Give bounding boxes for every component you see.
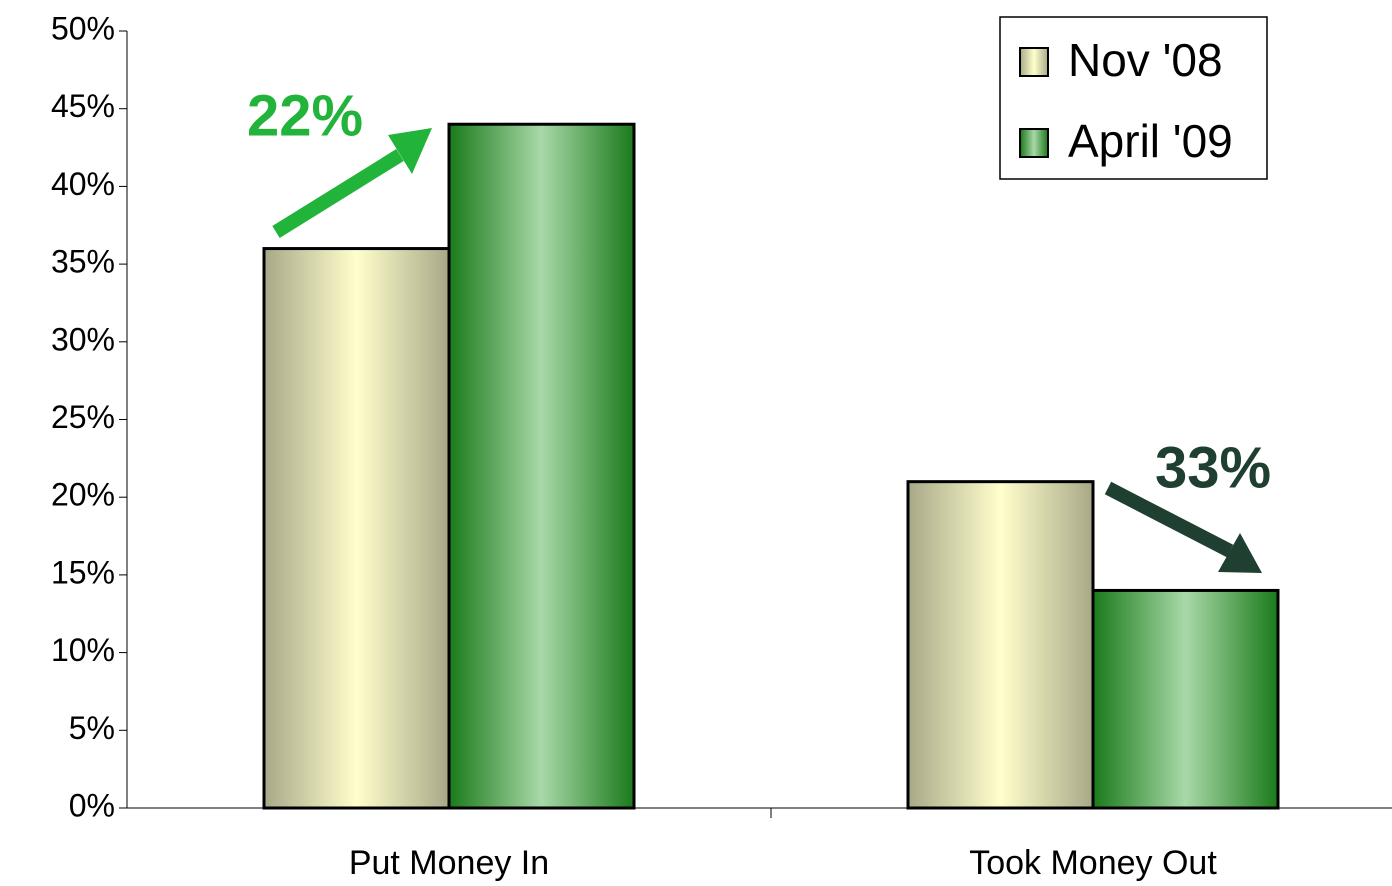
x-tick-label: Put Money In xyxy=(349,844,549,882)
arrow-down xyxy=(1104,481,1262,573)
y-tick-label: 30% xyxy=(51,321,115,357)
legend-swatch xyxy=(1019,128,1049,158)
y-tick-label: 10% xyxy=(51,632,115,668)
arrow-up xyxy=(272,128,432,238)
y-tick-label: 25% xyxy=(51,399,115,435)
bar xyxy=(1091,588,1280,810)
y-tick-label: 15% xyxy=(51,554,115,590)
y-tick-label: 5% xyxy=(69,710,115,746)
bar xyxy=(262,247,451,810)
legend-label: Nov '08 xyxy=(1068,34,1223,86)
y-tick-label: 0% xyxy=(69,787,115,823)
annotation: 22% xyxy=(247,83,363,148)
y-tick-label: 20% xyxy=(51,477,115,513)
annotation: 33% xyxy=(1155,435,1271,500)
legend-swatch xyxy=(1019,47,1049,77)
y-tick-label: 40% xyxy=(51,166,115,202)
y-tick-label: 50% xyxy=(51,10,115,46)
y-tick-label: 45% xyxy=(51,88,115,124)
x-tick-label: Took Money Out xyxy=(969,844,1217,882)
y-tick-label: 35% xyxy=(51,244,115,280)
bar xyxy=(906,480,1095,810)
bar xyxy=(447,122,636,810)
legend-label: April '09 xyxy=(1068,115,1233,167)
